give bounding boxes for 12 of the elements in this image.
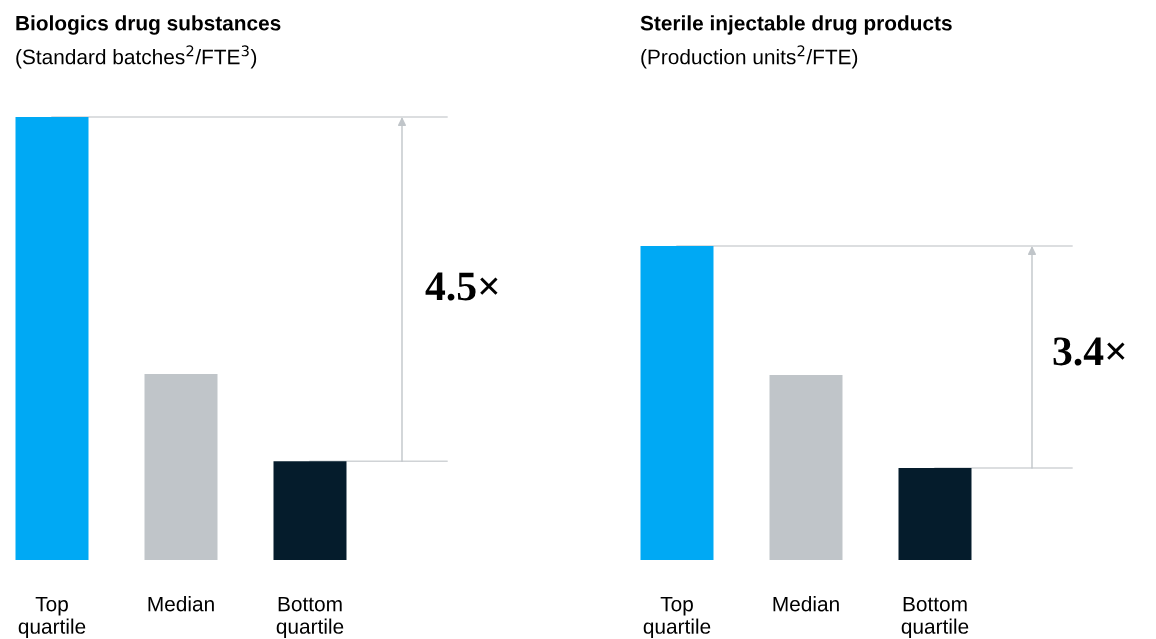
x-tick-label: Bottom quartile (276, 596, 344, 638)
x-tick-label: Top quartile (643, 596, 711, 638)
x-tick-label: Median (148, 596, 214, 612)
annotation: 4.5× (425, 272, 498, 301)
x-tick-label: Top quartile (18, 596, 86, 638)
chart-title: Biologics drug substances (16, 15, 281, 35)
chart-subtitle: (Standard batches$^{2}$/FTE$^{3}$) (16, 45, 257, 69)
chart-subtitle: (Production units$^{2}$/FTE) (641, 45, 858, 69)
annotation: 3.4× (1053, 337, 1125, 366)
x-tick-label: Bottom quartile (901, 596, 969, 638)
x-tick-label: Median (773, 596, 839, 612)
chart-title: Sterile injectable drug products (640, 15, 952, 35)
